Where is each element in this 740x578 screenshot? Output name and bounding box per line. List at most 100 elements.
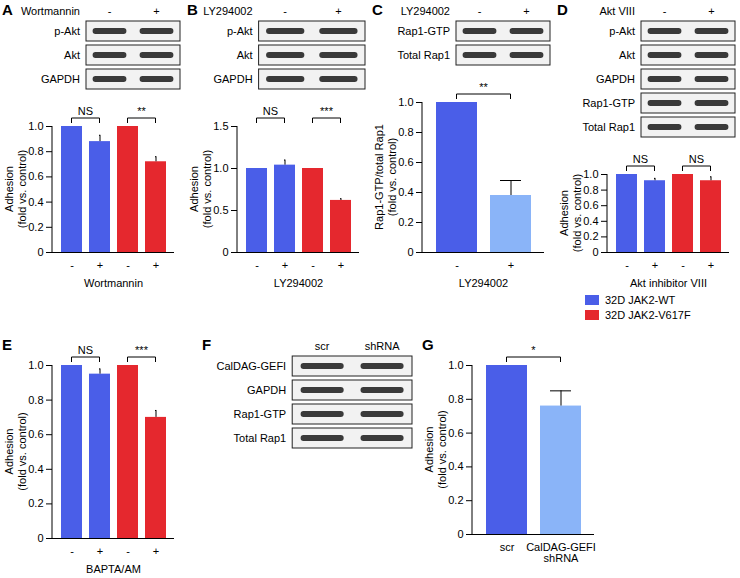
svg-text:0.8: 0.8 xyxy=(28,394,43,406)
svg-text:p-Akt: p-Akt xyxy=(609,25,635,37)
svg-text:0.2: 0.2 xyxy=(28,497,43,509)
svg-text:LY294002: LY294002 xyxy=(203,5,252,17)
svg-text:0.8: 0.8 xyxy=(583,184,598,196)
svg-text:-: - xyxy=(625,259,629,271)
svg-text:0.6: 0.6 xyxy=(583,199,598,211)
svg-text:-: - xyxy=(478,5,482,17)
svg-text:Wortmannin: Wortmannin xyxy=(21,5,80,17)
svg-text:-: - xyxy=(126,545,130,557)
svg-text:Akt: Akt xyxy=(64,49,80,61)
svg-text:NS: NS xyxy=(78,344,93,356)
svg-text:GAPDH: GAPDH xyxy=(596,73,635,85)
svg-text:+: + xyxy=(708,5,714,17)
svg-text:BAPTA/AM: BAPTA/AM xyxy=(86,563,141,575)
svg-text:0.8: 0.8 xyxy=(398,126,413,138)
svg-text:0.5: 0.5 xyxy=(213,204,228,216)
svg-text:+: + xyxy=(153,259,159,271)
svg-text:+: + xyxy=(97,545,103,557)
svg-text:GAPDH: GAPDH xyxy=(247,384,286,396)
svg-text:-: - xyxy=(255,259,259,271)
svg-text:scr: scr xyxy=(500,541,515,553)
svg-text:Adhesion(fold vs. control): Adhesion(fold vs. control) xyxy=(3,412,28,490)
svg-text:***: *** xyxy=(135,344,149,356)
svg-text:0.2: 0.2 xyxy=(583,230,598,242)
svg-text:-: - xyxy=(663,5,667,17)
svg-text:Akt VIII: Akt VIII xyxy=(600,5,635,17)
svg-text:0.8: 0.8 xyxy=(448,393,463,405)
svg-text:NS: NS xyxy=(78,105,93,117)
svg-text:**: ** xyxy=(137,105,146,117)
svg-text:NS: NS xyxy=(633,153,648,165)
svg-text:LY294002: LY294002 xyxy=(459,277,508,289)
svg-text:0.4: 0.4 xyxy=(28,463,43,475)
svg-text:Rap1-GTP: Rap1-GTP xyxy=(234,408,287,420)
svg-text:Akt inhibitor VIII: Akt inhibitor VIII xyxy=(630,277,707,289)
svg-text:1.5: 1.5 xyxy=(213,120,228,132)
svg-text:0.4: 0.4 xyxy=(398,186,413,198)
svg-text:Adhesion(fold vs. control): Adhesion(fold vs. control) xyxy=(3,150,28,228)
svg-text:0.6: 0.6 xyxy=(28,428,43,440)
svg-text:+: + xyxy=(652,259,658,271)
svg-text:**: ** xyxy=(479,81,488,93)
svg-text:Akt: Akt xyxy=(619,49,635,61)
svg-text:NS: NS xyxy=(263,105,278,117)
svg-text:0: 0 xyxy=(457,528,463,540)
svg-text:0.4: 0.4 xyxy=(448,460,463,472)
svg-text:1.0: 1.0 xyxy=(28,120,43,132)
svg-text:NS: NS xyxy=(689,153,704,165)
svg-text:-: - xyxy=(311,259,315,271)
svg-text:0.4: 0.4 xyxy=(583,215,598,227)
svg-text:scr: scr xyxy=(315,340,330,352)
svg-text:p-Akt: p-Akt xyxy=(54,25,80,37)
svg-text:-: - xyxy=(283,5,287,17)
svg-text:0.8: 0.8 xyxy=(28,145,43,157)
svg-text:Adhesion(fold vs. control): Adhesion(fold vs. control) xyxy=(423,410,448,488)
svg-text:CalDAG-GEFI: CalDAG-GEFI xyxy=(217,360,287,372)
svg-text:+: + xyxy=(153,545,159,557)
svg-text:Total Rap1: Total Rap1 xyxy=(234,432,287,444)
svg-text:Rap1-GTP: Rap1-GTP xyxy=(397,25,450,37)
svg-text:+: + xyxy=(708,259,714,271)
svg-text:-: - xyxy=(70,545,74,557)
svg-text:Rap1-GTP: Rap1-GTP xyxy=(582,97,635,109)
svg-text:+: + xyxy=(97,259,103,271)
svg-text:0.2: 0.2 xyxy=(448,494,463,506)
svg-text:0.6: 0.6 xyxy=(28,170,43,182)
svg-text:Rap1-GTP/total Rap1(fold vs. c: Rap1-GTP/total Rap1(fold vs. control) xyxy=(373,124,398,230)
svg-text:0.2: 0.2 xyxy=(28,221,43,233)
svg-text:Akt: Akt xyxy=(237,49,253,61)
svg-text:-: - xyxy=(681,259,685,271)
svg-text:shRNA: shRNA xyxy=(365,340,401,352)
svg-text:+: + xyxy=(282,259,288,271)
svg-text:Total Rap1: Total Rap1 xyxy=(397,49,450,61)
svg-text:LY294002: LY294002 xyxy=(401,5,450,17)
svg-text:1.0: 1.0 xyxy=(398,96,413,108)
svg-text:+: + xyxy=(335,5,341,17)
svg-text:1.0: 1.0 xyxy=(448,359,463,371)
svg-text:0.6: 0.6 xyxy=(448,427,463,439)
svg-text:-: - xyxy=(108,5,112,17)
svg-text:CalDAG-GEFIshRNA: CalDAG-GEFIshRNA xyxy=(526,541,596,564)
svg-text:0: 0 xyxy=(37,246,43,258)
svg-text:*: * xyxy=(531,344,536,356)
svg-text:0: 0 xyxy=(37,532,43,544)
svg-text:-: - xyxy=(455,259,459,271)
svg-text:1.0: 1.0 xyxy=(213,162,228,174)
svg-text:***: *** xyxy=(320,105,334,117)
svg-text:Adhesion(fold vs. control): Adhesion(fold vs. control) xyxy=(558,174,583,252)
svg-text:p-Akt: p-Akt xyxy=(227,25,253,37)
svg-text:+: + xyxy=(338,259,344,271)
svg-text:Total Rap1: Total Rap1 xyxy=(582,121,635,133)
svg-text:0.4: 0.4 xyxy=(28,196,43,208)
svg-text:Wortmannin: Wortmannin xyxy=(84,277,143,289)
svg-text:-: - xyxy=(70,259,74,271)
svg-text:0.2: 0.2 xyxy=(398,216,413,228)
svg-text:Adhesion(fold vs. control): Adhesion(fold vs. control) xyxy=(188,150,213,228)
svg-text:0.6: 0.6 xyxy=(398,156,413,168)
svg-text:LY294002: LY294002 xyxy=(274,277,323,289)
svg-text:1.0: 1.0 xyxy=(28,359,43,371)
svg-text:0: 0 xyxy=(592,246,598,258)
svg-text:+: + xyxy=(508,259,514,271)
svg-text:GAPDH: GAPDH xyxy=(41,73,80,85)
svg-text:-: - xyxy=(126,259,130,271)
